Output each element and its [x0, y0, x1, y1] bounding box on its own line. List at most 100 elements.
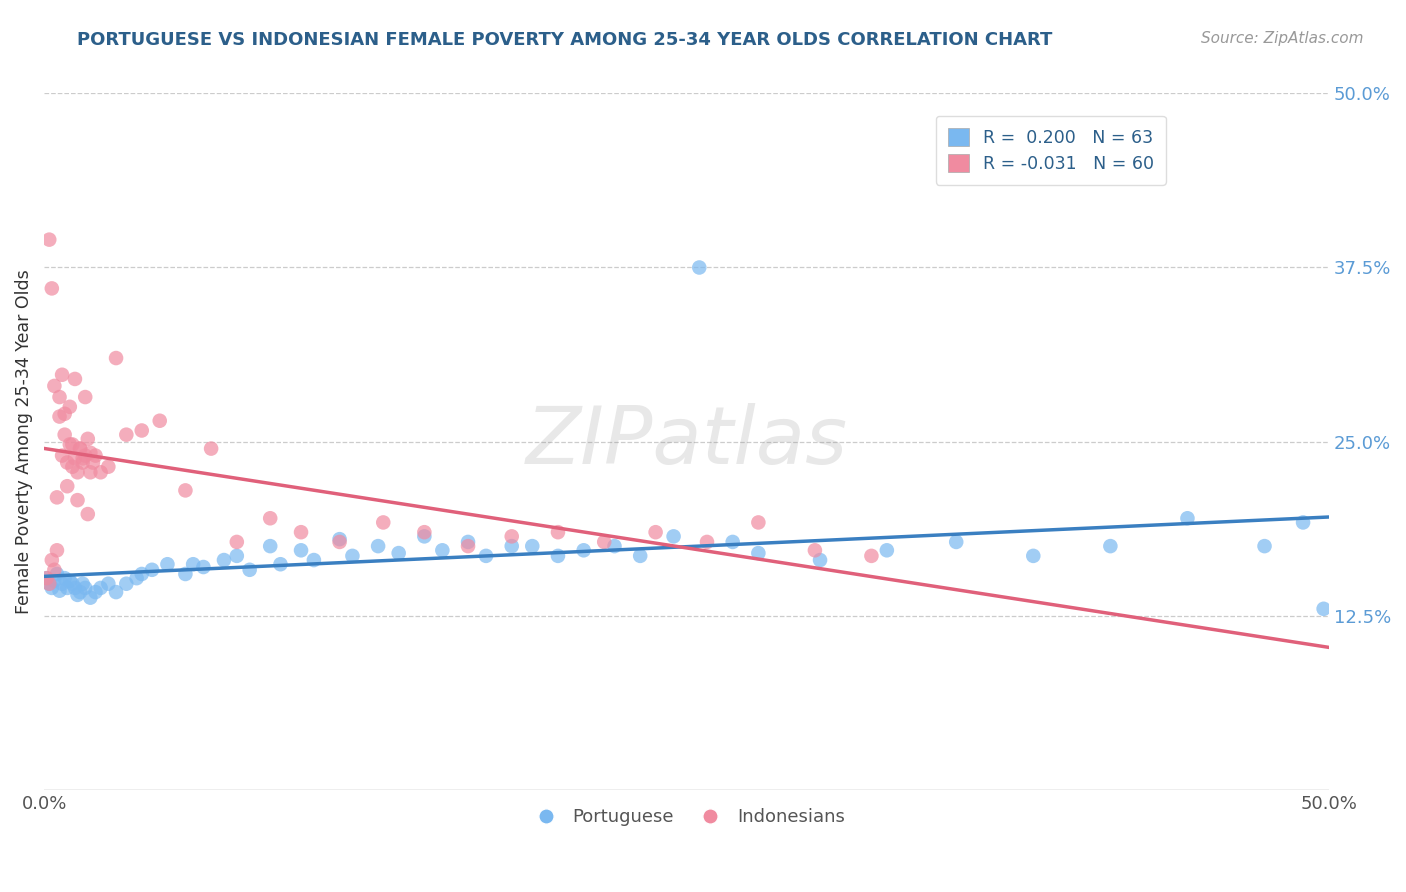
Point	[97, 459, 120, 474]
Point	[35, 571, 58, 585]
Point	[66, 465, 89, 479]
Point	[59, 574, 82, 588]
Point	[1253, 539, 1275, 553]
Point	[269, 558, 291, 572]
Point	[51, 576, 73, 591]
Point	[59, 400, 82, 414]
Point	[131, 566, 153, 581]
Point	[432, 543, 454, 558]
Point	[105, 351, 128, 365]
Point	[413, 529, 436, 543]
Point	[688, 260, 710, 275]
Point	[808, 553, 831, 567]
Point	[342, 549, 364, 563]
Point	[56, 479, 79, 493]
Point	[125, 571, 148, 585]
Point	[75, 581, 97, 595]
Point	[35, 571, 58, 585]
Point	[225, 535, 247, 549]
Point	[200, 442, 222, 456]
Point	[628, 549, 651, 563]
Point	[413, 525, 436, 540]
Point	[522, 539, 544, 553]
Point	[53, 571, 76, 585]
Point	[239, 563, 262, 577]
Point	[38, 233, 60, 247]
Point	[388, 546, 411, 560]
Point	[79, 465, 101, 479]
Point	[79, 446, 101, 460]
Point	[84, 449, 107, 463]
Point	[131, 424, 153, 438]
Point	[115, 576, 138, 591]
Point	[225, 549, 247, 563]
Point	[115, 427, 138, 442]
Point	[572, 543, 595, 558]
Point	[603, 539, 626, 553]
Point	[69, 442, 91, 456]
Point	[69, 585, 91, 599]
Point	[174, 483, 197, 498]
Point	[75, 449, 97, 463]
Point	[105, 585, 128, 599]
Point	[79, 591, 101, 605]
Point	[72, 576, 94, 591]
Legend: Portuguese, Indonesians: Portuguese, Indonesians	[520, 801, 852, 833]
Point	[44, 563, 66, 577]
Point	[72, 451, 94, 466]
Point	[876, 543, 898, 558]
Point	[44, 379, 66, 393]
Point	[41, 281, 63, 295]
Point	[1312, 602, 1334, 616]
Point	[475, 549, 498, 563]
Point	[329, 535, 352, 549]
Point	[63, 451, 86, 466]
Point	[156, 558, 179, 572]
Point	[373, 516, 395, 530]
Point	[90, 465, 112, 479]
Point	[501, 539, 523, 553]
Point	[53, 427, 76, 442]
Point	[662, 529, 685, 543]
Point	[53, 407, 76, 421]
Point	[51, 368, 73, 382]
Point	[696, 535, 718, 549]
Point	[51, 449, 73, 463]
Point	[547, 525, 569, 540]
Point	[174, 566, 197, 581]
Point	[46, 543, 69, 558]
Point	[290, 525, 312, 540]
Point	[46, 491, 69, 505]
Point	[48, 583, 70, 598]
Text: Source: ZipAtlas.com: Source: ZipAtlas.com	[1201, 31, 1364, 46]
Point	[76, 507, 98, 521]
Point	[181, 558, 204, 572]
Point	[721, 535, 744, 549]
Point	[90, 581, 112, 595]
Point	[149, 414, 172, 428]
Point	[945, 535, 967, 549]
Point	[1177, 511, 1199, 525]
Point	[747, 516, 769, 530]
Point	[367, 539, 389, 553]
Point	[48, 390, 70, 404]
Point	[66, 493, 89, 508]
Point	[75, 390, 97, 404]
Point	[547, 549, 569, 563]
Point	[804, 543, 827, 558]
Point	[141, 563, 163, 577]
Point	[1292, 516, 1315, 530]
Point	[66, 588, 89, 602]
Point	[1022, 549, 1045, 563]
Point	[290, 543, 312, 558]
Point	[501, 529, 523, 543]
Point	[60, 576, 83, 591]
Point	[60, 459, 83, 474]
Point	[56, 456, 79, 470]
Point	[41, 581, 63, 595]
Point	[97, 576, 120, 591]
Point	[44, 574, 66, 588]
Point	[259, 511, 281, 525]
Point	[76, 432, 98, 446]
Point	[193, 560, 215, 574]
